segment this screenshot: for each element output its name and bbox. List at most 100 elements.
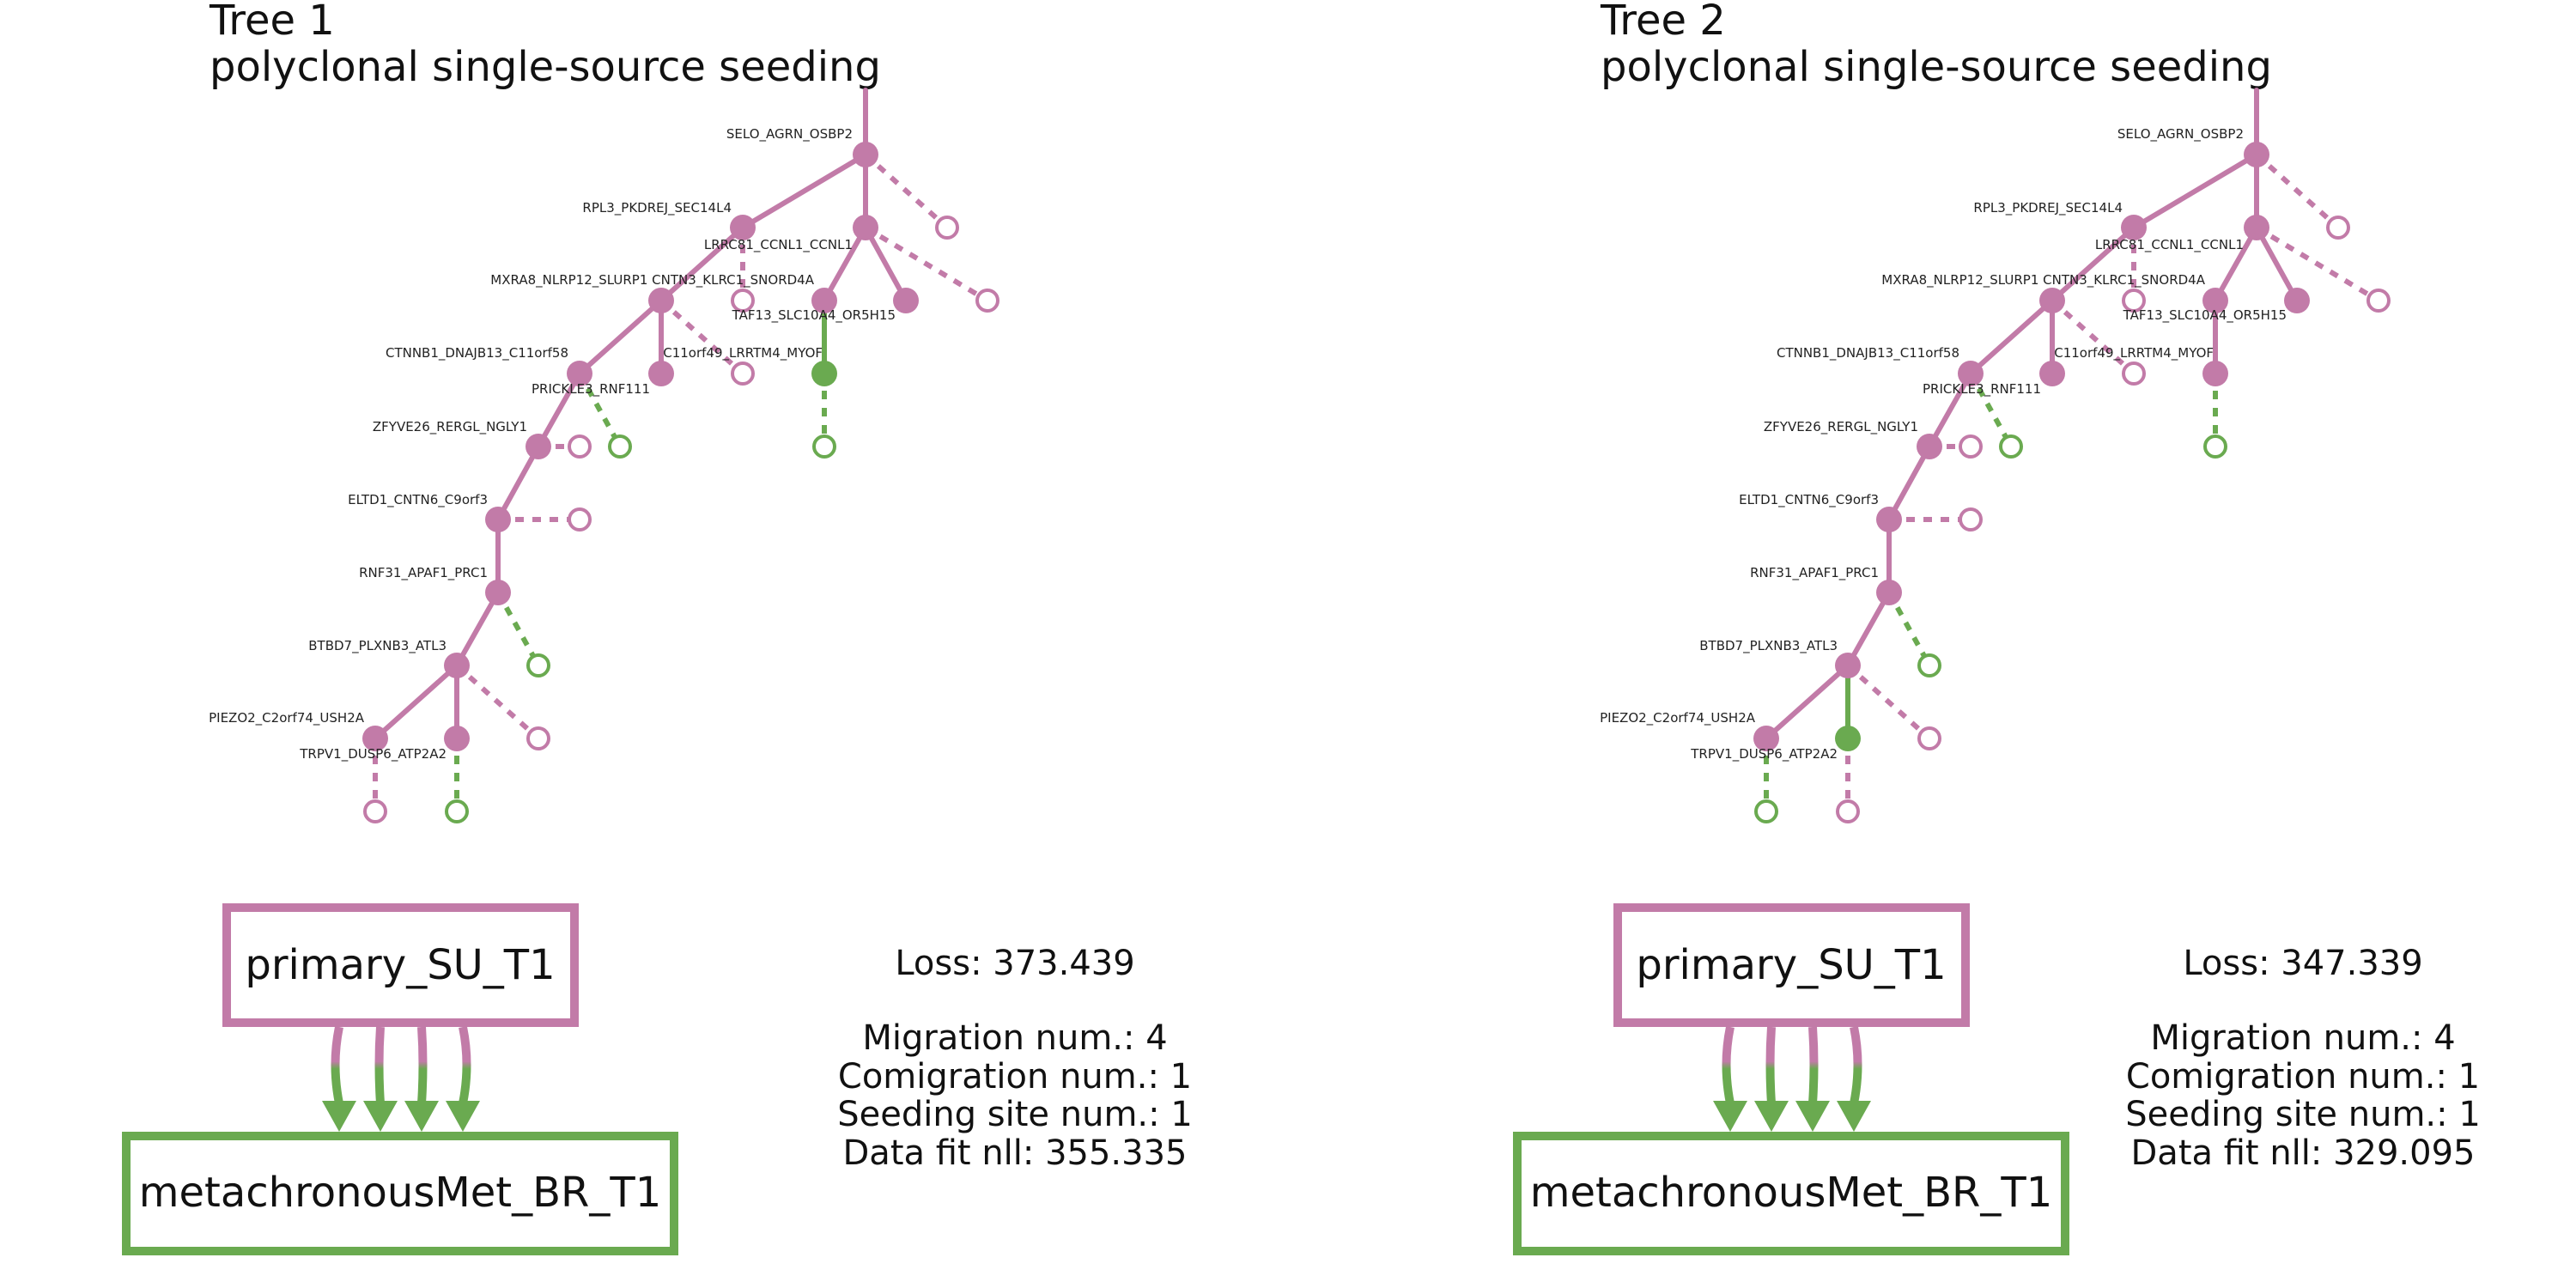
node-label: PIEZO2_C2orf74_USH2A	[209, 710, 365, 726]
migration-arrowhead	[322, 1101, 356, 1132]
tree-node	[485, 580, 511, 605]
seeding-site-num-text: Seeding site num.: 1	[2125, 1095, 2481, 1134]
tree-edge-dashed	[864, 225, 989, 303]
tree-edge-dashed	[577, 372, 623, 448]
node-label: ELTD1_CNTN6_C9orf3	[348, 492, 488, 508]
migration-graph: primary_SU_T1 metachronousMet_BR_T1	[1513, 903, 2069, 1255]
node-label: RPL3_PKDREJ_SEC14L4	[582, 200, 732, 216]
tree-node	[1876, 507, 1902, 532]
tree-node	[1876, 580, 1902, 605]
tree-node	[1835, 653, 1861, 678]
node-label: RNF31_APAF1_PRC1	[1750, 565, 1879, 581]
tree-edge-dashed	[2254, 152, 2341, 230]
migration-arrowhead	[446, 1101, 480, 1132]
data-fit-nll-text: Data fit nll: 329.095	[2131, 1133, 2476, 1173]
tree-node	[2202, 288, 2228, 313]
tree-node	[2039, 361, 2065, 386]
unobserved-leaf-node	[2366, 289, 2391, 313]
tree-node	[2039, 288, 2065, 313]
node-label: TRPV1_DUSP6_ATP2A2	[299, 746, 447, 762]
node-label: CTNNB1_DNAJB13_C11orf58	[386, 345, 568, 361]
migration-arrowhead	[1754, 1101, 1789, 1132]
unobserved-leaf-node	[1999, 434, 2023, 459]
migration-arrowhead	[1837, 1101, 1871, 1132]
node-label: SELO_AGRN_OSBP2	[2117, 126, 2244, 143]
tree-node	[526, 434, 551, 459]
unobserved-leaf-node	[1836, 799, 1860, 823]
node-label: PRICKLE3_RNF111	[1923, 381, 2041, 398]
tree-edge	[2254, 225, 2300, 303]
node-label: BTBD7_PLXNB3_ATL3	[308, 638, 447, 654]
unobserved-leaf-node	[812, 434, 836, 459]
tree-edge	[659, 225, 745, 303]
tree-edge-dashed	[1845, 663, 1932, 741]
node-label: PIEZO2_C2orf74_USH2A	[1600, 710, 1756, 726]
tree-edge	[1886, 444, 1932, 522]
unobserved-leaf-node	[445, 799, 469, 823]
node-label: BTBD7_PLXNB3_ATL3	[1699, 638, 1838, 654]
node-label: ZFYVE26_RERGL_NGLY1	[373, 419, 527, 435]
unobserved-leaf-node	[731, 361, 755, 386]
unobserved-leaf-node	[568, 507, 592, 532]
node-label: RNF31_APAF1_PRC1	[359, 565, 488, 581]
tree-nodes	[1753, 142, 2391, 823]
tree-node	[567, 361, 592, 386]
migration-arrow	[1808, 1026, 1819, 1104]
loss-text: Loss: 347.339	[2183, 944, 2422, 983]
unobserved-leaf-node	[2326, 216, 2350, 240]
primary-site-label: primary_SU_T1	[1636, 941, 1946, 989]
node-label: RPL3_PKDREJ_SEC14L4	[1973, 200, 2123, 216]
tree-edge	[2213, 225, 2259, 303]
tree-node-labels: SELO_AGRN_OSBP2 RPL3_PKDREJ_SEC14L4 LRRC…	[209, 126, 896, 762]
met-site-box	[122, 1132, 678, 1255]
migration-arrow	[459, 1025, 471, 1104]
tree-node	[2244, 215, 2269, 240]
tree-node	[730, 215, 756, 240]
seeding-site-num-text: Seeding site num.: 1	[837, 1095, 1193, 1134]
tree-edge-dashed	[2255, 225, 2380, 303]
tree-node	[444, 653, 470, 678]
unobserved-leaf-node	[1917, 726, 1941, 750]
tree-node	[811, 361, 837, 386]
met-site-label: metachronousMet_BR_T1	[1530, 1169, 2053, 1217]
comigration-num-text: Comigration num.: 1	[2126, 1057, 2480, 1097]
unobserved-leaf-node	[526, 726, 550, 750]
migration-arrow	[331, 1025, 343, 1104]
tree-edge	[740, 152, 868, 230]
node-label: TAF13_SLC10A4_OR5H15	[732, 307, 896, 324]
tree-edge-dashed	[454, 663, 541, 741]
tree-node	[853, 215, 878, 240]
tree-edge	[536, 371, 582, 449]
tree-title: Tree 2	[1600, 0, 1726, 45]
stats-block: Loss: 373.439 Migration num.: 4 Comigrat…	[837, 944, 1193, 1173]
stats-block: Loss: 347.339 Migration num.: 4 Comigrat…	[2125, 944, 2481, 1173]
unobserved-leaf-node	[363, 799, 387, 823]
primary-site-box	[222, 903, 579, 1027]
migration-arrow	[1765, 1026, 1776, 1104]
migration-arrowhead	[1713, 1101, 1747, 1132]
tree-edge	[1764, 663, 1850, 741]
migration-arrow	[1722, 1025, 1735, 1104]
node-label: ZFYVE26_RERGL_NGLY1	[1764, 419, 1918, 435]
unobserved-leaf-node	[975, 289, 999, 313]
tree-edge	[863, 225, 908, 303]
migration-arrow	[417, 1026, 428, 1104]
tree-node	[1835, 726, 1861, 751]
tree-node	[893, 288, 919, 313]
unobserved-leaf-node	[2122, 361, 2146, 386]
tree-edges	[1764, 88, 2380, 811]
node-label: C11orf49_LRRTM4_MYOF	[663, 345, 823, 361]
tree-node	[1958, 361, 1984, 386]
node-label: MXRA8_NLRP12_SLURP1 CNTN3_KLRC1_SNORD4A	[490, 272, 814, 289]
tree-node	[811, 288, 837, 313]
tree-node	[362, 726, 388, 751]
tree-node	[2202, 361, 2228, 386]
comigration-num-text: Comigration num.: 1	[838, 1057, 1192, 1097]
migration-num-text: Migration num.: 4	[862, 1018, 1167, 1058]
unobserved-leaf-node	[731, 289, 755, 313]
tree-edges	[373, 88, 989, 811]
node-label: TRPV1_DUSP6_ATP2A2	[1690, 746, 1838, 762]
tree-nodes	[362, 142, 999, 823]
unobserved-leaf-node	[1959, 434, 1983, 459]
